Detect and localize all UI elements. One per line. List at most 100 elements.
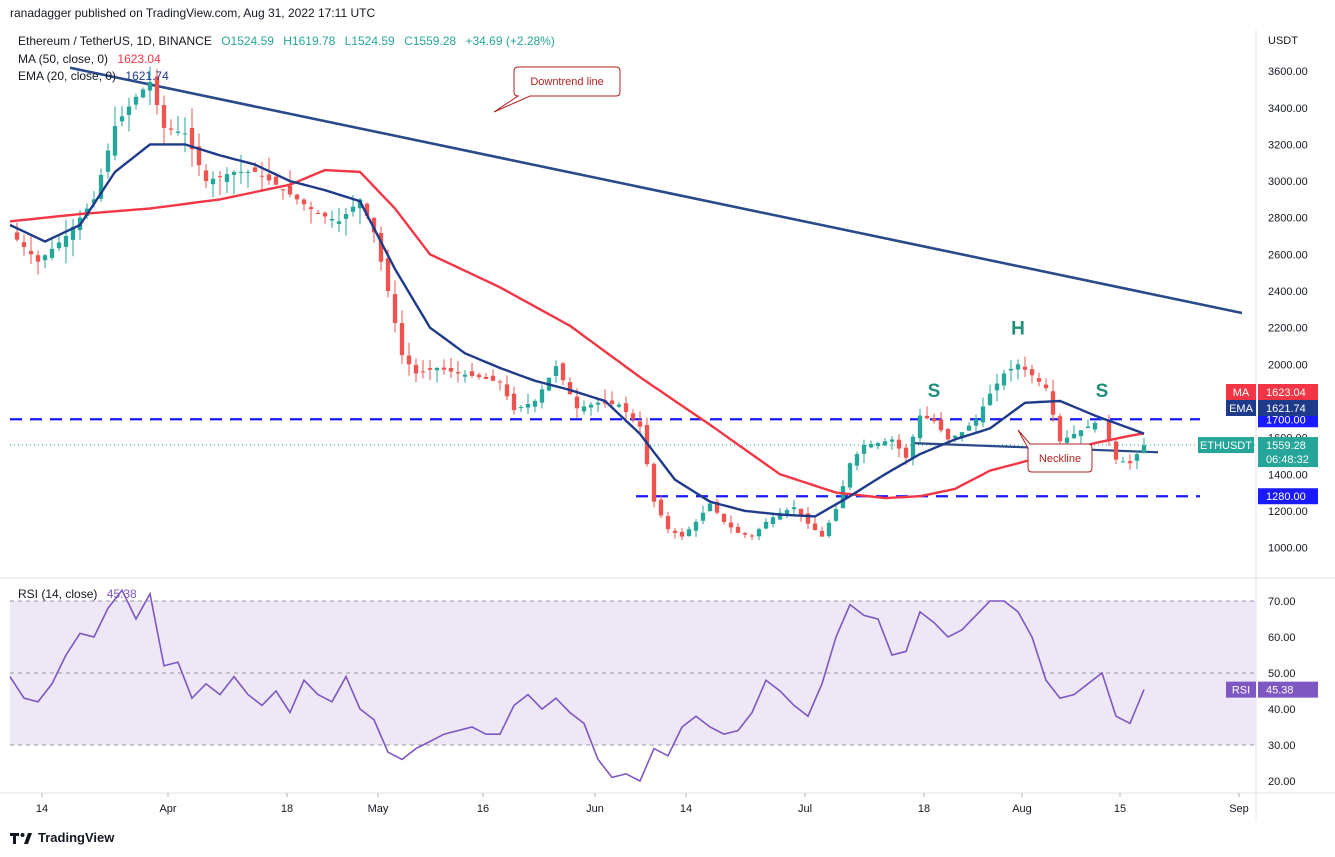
price-tick-label: 1400.00 — [1268, 469, 1308, 481]
candle — [826, 520, 832, 539]
candle — [294, 193, 300, 205]
pattern-label-right-shoulder: S — [1096, 381, 1109, 402]
candle-body — [140, 89, 146, 98]
candle — [133, 93, 139, 110]
candle — [595, 400, 601, 412]
candle — [308, 201, 314, 224]
symbol-title: Ethereum / TetherUS, 1D, BINANCE — [18, 34, 212, 48]
candle-body — [28, 251, 34, 255]
close-value: C1559.28 — [404, 34, 457, 48]
candle-body — [707, 503, 713, 512]
candle-body — [518, 407, 524, 409]
rsi-tick-label: 20.00 — [1268, 776, 1296, 788]
candle — [931, 413, 937, 424]
candle — [224, 167, 230, 194]
rsi-price-tag-value: 45.38 — [1266, 685, 1294, 697]
candle-body — [175, 131, 181, 133]
candle-body — [168, 128, 174, 130]
level-tag-label: 1280.00 — [1266, 491, 1306, 503]
candle — [147, 66, 153, 106]
candle-body — [1043, 384, 1049, 389]
candle-body — [84, 208, 90, 216]
candle-body — [182, 133, 188, 135]
candle — [315, 209, 321, 215]
candle — [868, 440, 874, 449]
candle — [609, 391, 615, 409]
candle — [119, 106, 125, 127]
change-value: +34.69 (+2.28%) — [465, 34, 555, 48]
candle-body — [693, 521, 699, 531]
candle-body — [917, 415, 923, 439]
candle-body — [812, 523, 818, 531]
candle-body — [889, 439, 895, 442]
candle-body — [938, 419, 944, 431]
candle — [532, 399, 538, 413]
candle — [525, 393, 531, 415]
candle-body — [672, 530, 678, 533]
rsi-line — [9, 588, 1145, 783]
candle-body — [1092, 422, 1098, 430]
candle-body — [49, 248, 55, 258]
candle-body — [287, 186, 293, 195]
candle — [301, 198, 307, 211]
ethusdt-countdown: 06:48:32 — [1266, 454, 1309, 466]
time-tick-label: Sep — [1229, 803, 1249, 815]
downtrend-callout-box — [493, 66, 621, 113]
candle-body — [1099, 419, 1105, 421]
candle-body — [959, 432, 965, 438]
candle — [994, 373, 1000, 402]
candle-body — [469, 371, 475, 376]
high-value: H1619.78 — [283, 34, 336, 48]
price-tick-label: 3400.00 — [1268, 103, 1308, 115]
candle — [770, 513, 776, 528]
candle — [987, 384, 993, 407]
ema-legend[interactable]: EMA (20, close, 0) 1621.74 — [18, 69, 175, 83]
ethusdt-price-tag: ETHUSDT 1559.28 06:48:32 — [1198, 437, 1318, 468]
candle-body — [483, 376, 489, 379]
time-tick-label: 14 — [680, 803, 692, 815]
candle — [434, 367, 440, 383]
candle — [693, 519, 699, 538]
candle — [469, 362, 475, 378]
candle-body — [924, 415, 930, 419]
candle — [1036, 372, 1042, 387]
candle — [854, 451, 860, 471]
ma-price-tag-value-box — [1258, 384, 1318, 400]
candle — [378, 226, 384, 271]
candle-body — [315, 212, 321, 215]
candle-body — [1057, 416, 1063, 442]
candle-body — [595, 402, 601, 405]
candle-body — [133, 96, 139, 105]
time-tick-label: May — [368, 803, 389, 815]
ma-legend[interactable]: MA (50, close, 0) 1623.04 — [18, 52, 167, 66]
ma-price-tag: MA 1623.04 — [1226, 384, 1318, 400]
candle — [679, 528, 685, 541]
candle-body — [119, 116, 125, 122]
candle — [511, 386, 517, 415]
candle-body — [770, 517, 776, 525]
candle — [63, 219, 69, 264]
candle — [280, 188, 286, 200]
candle — [714, 499, 720, 515]
downtrend-callout-text: Downtrend line — [530, 76, 603, 88]
candle — [623, 396, 629, 423]
candle-body — [231, 171, 237, 175]
candle — [1085, 419, 1091, 429]
price-tick-label: 1200.00 — [1268, 506, 1308, 518]
level-tag-box — [1258, 488, 1318, 505]
candle-body — [392, 294, 398, 324]
candle-body — [1120, 461, 1126, 463]
candle-body — [567, 382, 573, 395]
candle-body — [490, 375, 496, 381]
rsi-price-tag: RSI 45.38 — [1226, 681, 1318, 698]
candle — [203, 164, 209, 188]
candle-body — [966, 425, 972, 431]
candle-body — [630, 413, 636, 420]
ema-price-tag-value: 1621.74 — [1266, 403, 1306, 415]
candle — [490, 369, 496, 382]
tradingview-footer[interactable]: TradingView — [10, 830, 114, 845]
candle-body — [259, 175, 265, 177]
candle-body — [70, 226, 76, 240]
rsi-legend[interactable]: RSI (14, close) 45.38 — [18, 587, 143, 601]
candle-body — [854, 454, 860, 466]
